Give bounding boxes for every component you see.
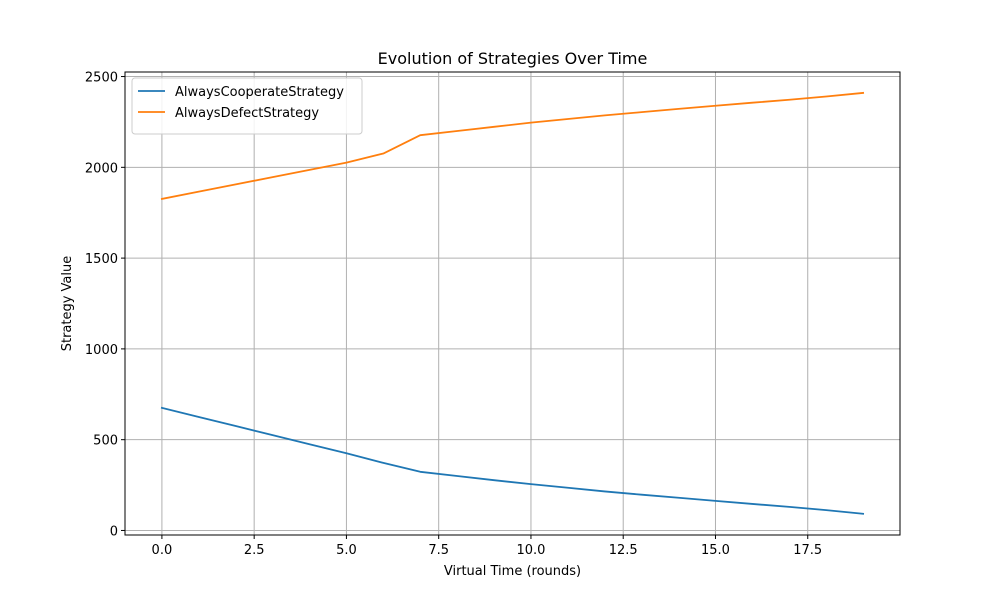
grid (125, 72, 900, 535)
x-axis-label: Virtual Time (rounds) (444, 564, 581, 579)
x-tick-label: 0.0 (152, 543, 173, 558)
series-lines (160, 91, 865, 515)
legend-label: AlwaysCooperateStrategy (175, 85, 344, 100)
x-tick-label: 2.5 (244, 543, 265, 558)
y-axis-label: Strategy Value (60, 256, 75, 352)
x-tick-label: 7.5 (428, 543, 449, 558)
x-tick-label: 12.5 (609, 543, 638, 558)
plot-area-frame (124, 71, 901, 536)
y-tick-label: 1000 (85, 343, 118, 358)
axis-ticks: 0.0 2.5 5.0 7.5 10.0 12.5 15.0 17.5 0 500 1000 1500… (85, 71, 822, 558)
legend-box (131, 77, 363, 135)
y-tick-label: 500 (93, 434, 118, 449)
x-tick-label: 5.0 (336, 543, 357, 558)
y-tick-label: 0 (110, 524, 118, 539)
y-tick-label: 1500 (85, 252, 118, 267)
x-tick-label: 15.0 (701, 543, 730, 558)
legend-label: AlwaysDefectStrategy (175, 106, 319, 121)
y-tick-label: 2500 (85, 71, 118, 86)
x-tick-label: 10.0 (516, 543, 545, 558)
y-tick-label: 2000 (85, 161, 118, 176)
series-line-alwayscooperatestrategy (160, 406, 865, 515)
legend: AlwaysCooperateStrategy AlwaysDefectStrat… (131, 77, 363, 135)
series-line-alwaysdefectstrategy (160, 91, 865, 200)
x-tick-label: 17.5 (793, 543, 822, 558)
chart-title: Evolution of Strategies Over Time (378, 49, 648, 68)
